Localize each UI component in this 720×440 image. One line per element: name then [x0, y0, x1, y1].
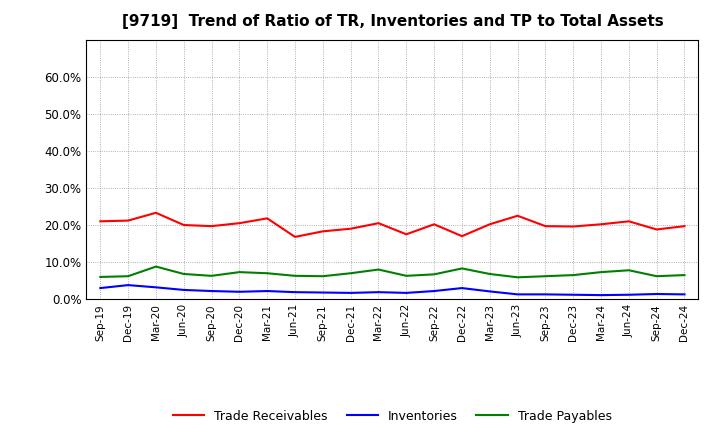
Trade Receivables — [152, 210, 161, 216]
Inventories — [430, 288, 438, 293]
Trade Receivables — [291, 234, 300, 239]
Line: Trade Payables: Trade Payables — [100, 267, 685, 277]
Inventories — [652, 291, 661, 297]
Trade Payables — [430, 272, 438, 277]
Inventories — [569, 292, 577, 297]
Trade Receivables — [263, 216, 271, 221]
Trade Payables — [569, 272, 577, 278]
Trade Receivables — [430, 222, 438, 227]
Inventories — [346, 290, 355, 296]
Trade Payables — [652, 274, 661, 279]
Trade Payables — [235, 269, 243, 275]
Trade Payables — [124, 274, 132, 279]
Inventories — [152, 285, 161, 290]
Inventories — [318, 290, 327, 295]
Inventories — [458, 286, 467, 291]
Trade Payables — [485, 271, 494, 277]
Trade Receivables — [624, 219, 633, 224]
Trade Payables — [207, 273, 216, 279]
Trade Payables — [96, 274, 104, 279]
Trade Payables — [152, 264, 161, 269]
Line: Inventories: Inventories — [100, 285, 685, 295]
Line: Trade Receivables: Trade Receivables — [100, 213, 685, 237]
Trade Payables — [541, 274, 550, 279]
Trade Receivables — [374, 220, 383, 226]
Inventories — [96, 286, 104, 291]
Trade Receivables — [680, 224, 689, 229]
Inventories — [402, 290, 410, 296]
Trade Receivables — [207, 224, 216, 229]
Trade Receivables — [541, 224, 550, 229]
Inventories — [624, 292, 633, 297]
Inventories — [291, 290, 300, 295]
Trade Receivables — [569, 224, 577, 229]
Trade Payables — [513, 275, 522, 280]
Trade Payables — [624, 268, 633, 273]
Trade Payables — [179, 271, 188, 277]
Trade Receivables — [597, 222, 606, 227]
Trade Receivables — [402, 231, 410, 237]
Trade Payables — [680, 272, 689, 278]
Inventories — [513, 292, 522, 297]
Trade Payables — [374, 267, 383, 272]
Trade Receivables — [235, 220, 243, 226]
Legend: Trade Receivables, Inventories, Trade Payables: Trade Receivables, Inventories, Trade Pa… — [168, 405, 617, 428]
Trade Payables — [346, 271, 355, 276]
Trade Receivables — [458, 234, 467, 239]
Trade Receivables — [485, 222, 494, 227]
Trade Payables — [402, 273, 410, 279]
Trade Payables — [597, 269, 606, 275]
Trade Payables — [318, 274, 327, 279]
Inventories — [124, 282, 132, 288]
Inventories — [485, 289, 494, 294]
Trade Payables — [291, 273, 300, 279]
Trade Payables — [263, 271, 271, 276]
Inventories — [179, 287, 188, 293]
Trade Receivables — [96, 219, 104, 224]
Inventories — [374, 290, 383, 295]
Trade Receivables — [318, 229, 327, 234]
Trade Receivables — [179, 222, 188, 227]
Inventories — [597, 293, 606, 298]
Trade Receivables — [346, 226, 355, 231]
Trade Receivables — [513, 213, 522, 218]
Inventories — [263, 288, 271, 293]
Inventories — [541, 292, 550, 297]
Trade Payables — [458, 266, 467, 271]
Inventories — [680, 292, 689, 297]
Trade Receivables — [652, 227, 661, 232]
Title: [9719]  Trend of Ratio of TR, Inventories and TP to Total Assets: [9719] Trend of Ratio of TR, Inventories… — [122, 14, 663, 29]
Inventories — [207, 288, 216, 293]
Trade Receivables — [124, 218, 132, 223]
Inventories — [235, 289, 243, 294]
